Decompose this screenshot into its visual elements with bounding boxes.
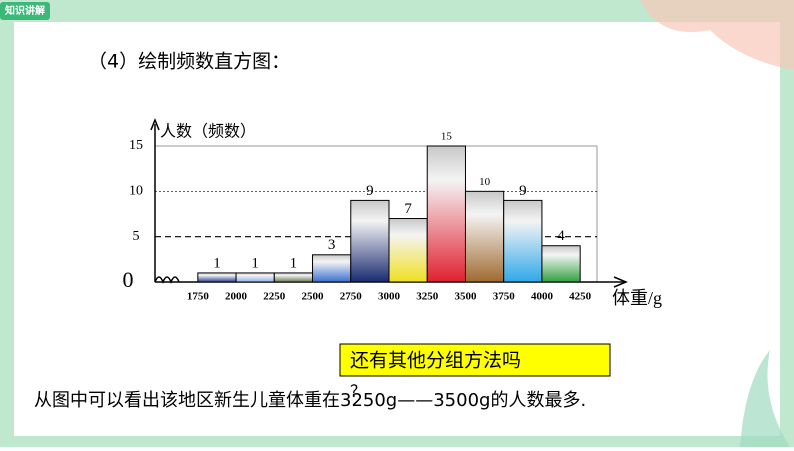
callout-mark: ？ (350, 382, 366, 401)
conclusion: 从图中可以看出该地区新生儿童体重在3250g——3500g的人数最多. (34, 390, 586, 411)
axis-break (154, 276, 180, 285)
bottom-band (0, 436, 794, 447)
x-tick-label: 2500 (302, 291, 325, 303)
heading: （4）绘制频数直方图： (88, 51, 290, 73)
value-label: 9 (366, 183, 374, 199)
x-tick-label: 3250 (416, 291, 439, 303)
bar (350, 199, 390, 283)
x-tick-label: 4250 (569, 291, 592, 303)
bar (273, 272, 314, 283)
y-tick-label: 15 (129, 138, 143, 153)
bar (312, 254, 352, 283)
value-label: 1 (213, 255, 221, 271)
value-label: 10 (479, 176, 491, 188)
value-label: 15 (441, 131, 453, 143)
bar (503, 199, 543, 283)
value-label: 4 (557, 228, 565, 244)
value-label: 1 (290, 255, 298, 271)
bar (235, 272, 275, 283)
x-tick-label: 2000 (225, 291, 248, 303)
bar (197, 272, 237, 283)
value-label: 3 (328, 237, 336, 253)
x-tick-label: 1750 (187, 291, 210, 303)
decor-plant (740, 350, 790, 447)
bar (426, 145, 466, 283)
x-tick-label: 3500 (454, 291, 477, 303)
y-tick-label: 5 (133, 229, 140, 244)
x-tick-label: 2250 (263, 291, 286, 303)
callout-box (339, 343, 611, 377)
y-axis-label: 人数（频数） (160, 122, 256, 141)
badge-text: 知识讲解 (4, 4, 45, 17)
value-label: 7 (404, 201, 412, 217)
y-arrow (150, 117, 160, 131)
chart: 人数（频数） 体重/g 0 5 10 15 1750 2000 2250 2500 2750 30… (123, 117, 662, 308)
right-band (780, 0, 794, 447)
x-tick-label: 3000 (378, 291, 401, 303)
x-arrow (613, 276, 628, 288)
value-label: 9 (519, 183, 527, 199)
x-tick-label: 3750 (493, 291, 516, 303)
bar (541, 245, 581, 283)
y-tick-label: 0 (123, 267, 134, 292)
callout-text: 还有其他分组方法吗 (350, 350, 521, 372)
badge (0, 2, 50, 20)
x-tick-label: 4000 (531, 291, 554, 303)
decor-blob (640, 0, 794, 70)
left-band (0, 0, 14, 447)
value-label: 1 (251, 255, 259, 271)
bar (388, 218, 428, 283)
x-axis-label: 体重/g (612, 288, 662, 308)
y-tick-label: 10 (129, 184, 143, 199)
top-band (0, 0, 794, 22)
x-tick-label: 2750 (340, 291, 363, 303)
bar (464, 190, 505, 283)
